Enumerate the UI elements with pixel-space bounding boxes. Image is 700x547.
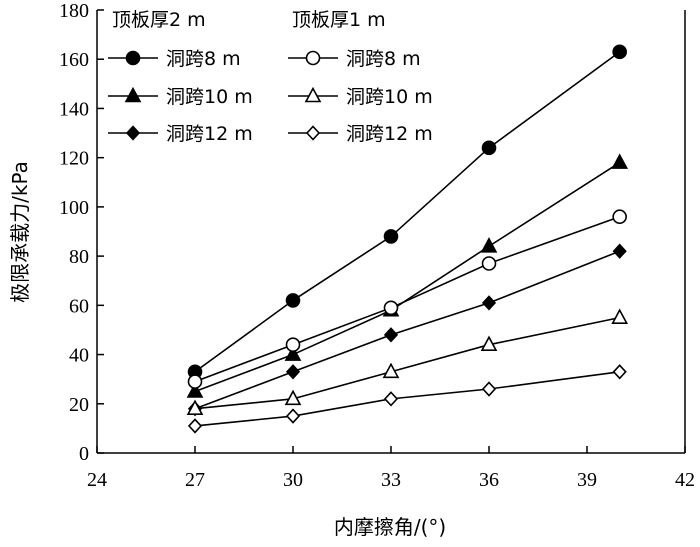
data-point [186, 399, 204, 416]
y-tick-label: 80 [69, 246, 89, 268]
series-1 [187, 44, 627, 380]
legend-label: 洞跨10 m [166, 86, 253, 108]
series-line [194, 250, 620, 410]
axes: 0 20 40 60 80 100 120 140 160 180 24 27 30 33 36 39 42 [59, 0, 695, 491]
data-point [612, 243, 627, 259]
legend-marker [124, 86, 142, 103]
series-5 [186, 308, 629, 416]
y-tick-label: 180 [59, 0, 89, 22]
legend-label: 洞跨12 m [166, 123, 253, 145]
y-tick-label: 120 [59, 148, 89, 170]
legend-group-title: 顶板厚2 m [112, 9, 206, 31]
data-point [187, 374, 203, 389]
data-point [186, 382, 204, 398]
data-point [382, 362, 400, 379]
data-point [285, 293, 301, 308]
legend-marker [304, 86, 322, 103]
y-axis-title: 极限承载力/kPa [8, 161, 32, 303]
legend-item: 洞跨12 m [108, 123, 253, 145]
legend-item: 洞跨10 m [288, 86, 433, 108]
data-point [481, 381, 497, 397]
data-point [187, 418, 203, 434]
series-line [194, 316, 620, 410]
legend-item: 洞跨10 m [108, 86, 253, 108]
y-tick-label: 20 [69, 394, 89, 416]
x-tick-label: 36 [479, 469, 499, 491]
data-point [480, 335, 498, 352]
data-point [612, 364, 627, 380]
x-tick-label: 24 [87, 469, 107, 491]
series-6 [187, 364, 627, 434]
data-point [383, 300, 399, 316]
series-line [194, 370, 620, 427]
legend-item: 洞跨8 m [108, 48, 241, 70]
x-tick-label: 27 [185, 469, 205, 491]
series-layer [186, 44, 629, 434]
data-point [481, 256, 497, 271]
y-tick-label: 160 [59, 49, 89, 71]
series-3 [187, 243, 627, 417]
data-point [285, 364, 301, 380]
y-tick-label: 40 [69, 345, 89, 367]
y-tick-label: 0 [79, 443, 89, 465]
legend-label: 洞跨8 m [346, 48, 421, 70]
legend-label: 洞跨12 m [346, 123, 433, 145]
legend-label: 洞跨10 m [346, 86, 433, 108]
legend-marker [125, 125, 141, 141]
x-tick-label: 42 [675, 469, 695, 491]
data-point [383, 327, 399, 343]
data-point [383, 391, 399, 407]
data-point [611, 153, 629, 169]
legend-marker [305, 50, 321, 66]
y-tick-label: 60 [69, 295, 89, 317]
x-tick-label: 39 [577, 469, 597, 491]
legend-marker [305, 125, 321, 141]
data-point [612, 44, 627, 60]
data-point [481, 140, 497, 156]
x-axis-title: 内摩擦角/(°) [334, 515, 446, 539]
legend: 顶板厚2 m 顶板厚1 m 洞跨8 m 洞跨10 m 洞跨12 m 洞跨8 m 洞跨10 m… [108, 9, 433, 145]
series-4 [187, 209, 627, 389]
y-tick-label: 100 [59, 197, 89, 219]
legend-item: 洞跨8 m [288, 48, 421, 70]
data-point [480, 237, 498, 253]
x-tick-label: 33 [381, 469, 401, 491]
data-point [284, 389, 302, 406]
legend-group-title: 顶板厚1 m [292, 9, 386, 31]
data-point [612, 209, 627, 225]
data-point [284, 345, 302, 361]
data-point [285, 337, 301, 353]
data-point [285, 408, 301, 424]
data-point [383, 229, 399, 244]
x-tick-label: 30 [283, 469, 303, 491]
legend-marker [125, 50, 141, 66]
y-tick-label: 140 [59, 98, 89, 120]
data-point [481, 295, 497, 311]
legend-label: 洞跨8 m [166, 48, 241, 70]
data-point [611, 308, 629, 324]
series-2 [186, 153, 629, 398]
legend-item: 洞跨12 m [288, 123, 433, 145]
